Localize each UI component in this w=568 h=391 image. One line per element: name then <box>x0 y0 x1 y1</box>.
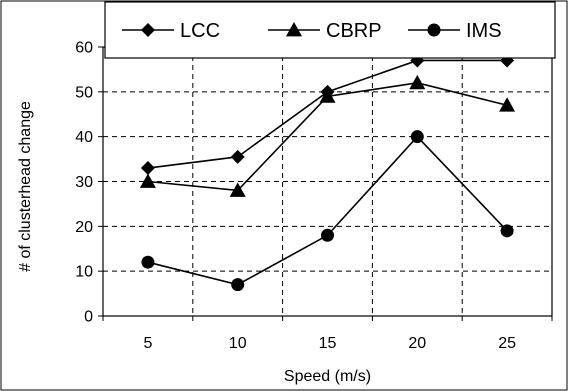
legend-label-ims: IMS <box>466 20 502 42</box>
x-tick-label: 20 <box>408 335 426 352</box>
grid-layer <box>103 47 552 316</box>
series-layer <box>139 53 516 292</box>
y-tick-label: 20 <box>75 219 93 236</box>
x-axis-title: Speed (m/s) <box>284 368 371 385</box>
legend: LCC CBRP IMS <box>104 1 556 59</box>
point-cbrp <box>319 88 336 103</box>
y-tick-label: 40 <box>75 129 93 146</box>
point-cbrp <box>139 173 156 188</box>
x-tick-label: 15 <box>319 335 337 352</box>
y-tick-label: 60 <box>75 40 93 57</box>
point-cbrp <box>499 97 516 112</box>
point-cbrp <box>229 182 246 197</box>
legend-marker-cbrp <box>286 22 302 37</box>
legend-label-cbrp: CBRP <box>326 20 382 42</box>
y-tick-label: 50 <box>75 84 93 101</box>
point-lcc <box>230 149 245 164</box>
x-tick-label: 5 <box>143 335 152 352</box>
x-tick-label: 25 <box>498 335 516 352</box>
point-cbrp <box>409 74 426 90</box>
legend-marker-ims <box>427 23 441 37</box>
point-ims <box>321 228 334 242</box>
y-tick-label: 30 <box>75 174 93 191</box>
y-tick-label: 10 <box>75 264 93 281</box>
point-ims <box>141 255 155 269</box>
point-ims <box>500 224 514 238</box>
legend-marker-lcc <box>141 23 155 37</box>
point-ims <box>410 130 424 144</box>
legend-box <box>104 1 556 59</box>
y-axis-title: # of clusterhead change <box>17 101 34 272</box>
point-ims <box>231 278 245 292</box>
x-tick-label: 10 <box>229 335 247 352</box>
ticks-layer: 0 10 20 30 40 50 60 5 10 15 20 25 <box>75 40 553 352</box>
legend-label-lcc: LCC <box>180 20 220 42</box>
y-tick-label: 0 <box>84 309 93 326</box>
point-lcc <box>140 161 155 176</box>
